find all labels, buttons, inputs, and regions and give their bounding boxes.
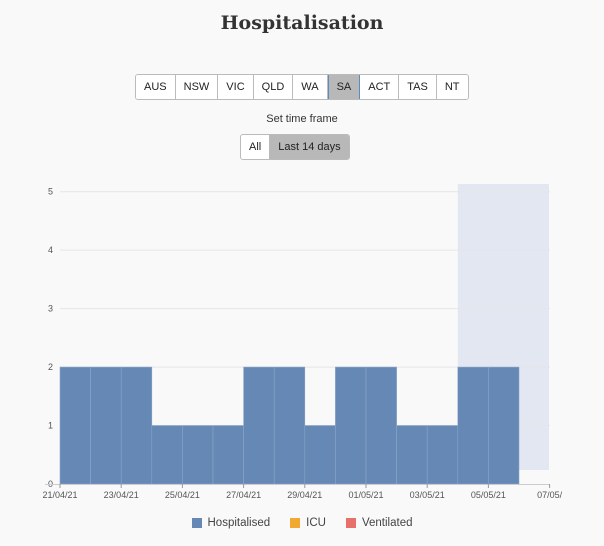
state-button-sa[interactable]: SA [327, 75, 361, 99]
state-button-nsw[interactable]: NSW [175, 75, 219, 99]
state-button-nt[interactable]: NT [436, 75, 468, 99]
hospitalisation-chart: 01234521/04/2123/04/2125/04/2127/04/2129… [42, 184, 563, 500]
state-button-act[interactable]: ACT [360, 75, 400, 99]
state-button-wa[interactable]: WA [293, 75, 328, 99]
x-tick-label: 29/04/21 [287, 490, 322, 500]
bar-hospitalised [243, 366, 275, 485]
x-tick-label: 05/05/21 [471, 490, 506, 500]
x-tick-label: 23/04/21 [104, 490, 139, 500]
legend-label-ventilated: Ventilated [361, 517, 413, 529]
bar-hospitalised [426, 425, 459, 485]
x-tick-label: 01/05/21 [348, 490, 383, 500]
legend-label-hospitalised: Hospitalised [207, 517, 271, 529]
legend-swatch-ventilated [345, 518, 356, 528]
legend-item-ventilated[interactable]: Ventilated [345, 517, 413, 529]
legend-swatch-hospitalised [191, 518, 202, 528]
bar-hospitalised [182, 425, 214, 485]
timeframe-label: Set time frame [266, 113, 338, 125]
y-tick-label: 5 [48, 187, 53, 197]
bar-hospitalised [90, 366, 122, 485]
x-tick-label: 07/05/ [537, 490, 563, 500]
bar-hospitalised [457, 366, 489, 485]
x-tick-label: 03/05/21 [410, 490, 445, 500]
x-tick-label: 21/04/21 [42, 490, 77, 500]
y-tick-label: 1 [48, 421, 53, 431]
legend-item-hospitalised[interactable]: Hospitalised [191, 517, 271, 529]
bar-hospitalised [488, 366, 520, 485]
state-button-vic[interactable]: VIC [218, 75, 254, 99]
state-button-qld[interactable]: QLD [253, 75, 294, 99]
y-tick-label: 3 [48, 304, 53, 314]
timeframe-all-button[interactable]: All [249, 141, 262, 153]
chart-title: Hospitalisation [220, 12, 384, 34]
bar-hospitalised [151, 425, 183, 485]
state-button-aus[interactable]: AUS [136, 75, 176, 99]
bar-hospitalised [273, 366, 306, 485]
bar-hospitalised [120, 366, 153, 485]
chart-legend: Hospitalised ICU Ventilated [0, 517, 604, 529]
bar-hospitalised [212, 425, 244, 485]
timeframe-selector: All Last 14 days [240, 134, 350, 160]
y-tick-label: 2 [48, 362, 53, 372]
state-button-tas[interactable]: TAS [399, 75, 437, 99]
bar-hospitalised [304, 425, 336, 485]
x-tick-label: 27/04/21 [226, 490, 261, 500]
timeframe-last-14-days-button[interactable]: Last 14 days [269, 135, 349, 159]
x-tick-label: 25/04/21 [165, 490, 200, 500]
legend-swatch-icu [290, 518, 301, 528]
legend-label-icu: ICU [306, 517, 326, 529]
bar-hospitalised [396, 425, 428, 485]
bar-hospitalised [365, 366, 397, 485]
legend-item-icu[interactable]: ICU [290, 517, 326, 529]
y-tick-label: 4 [48, 245, 53, 255]
bar-hospitalised [335, 366, 367, 485]
state-selector: AUS NSW VIC QLD WA SA ACT TAS NT [135, 74, 469, 100]
bar-hospitalised [59, 366, 91, 485]
